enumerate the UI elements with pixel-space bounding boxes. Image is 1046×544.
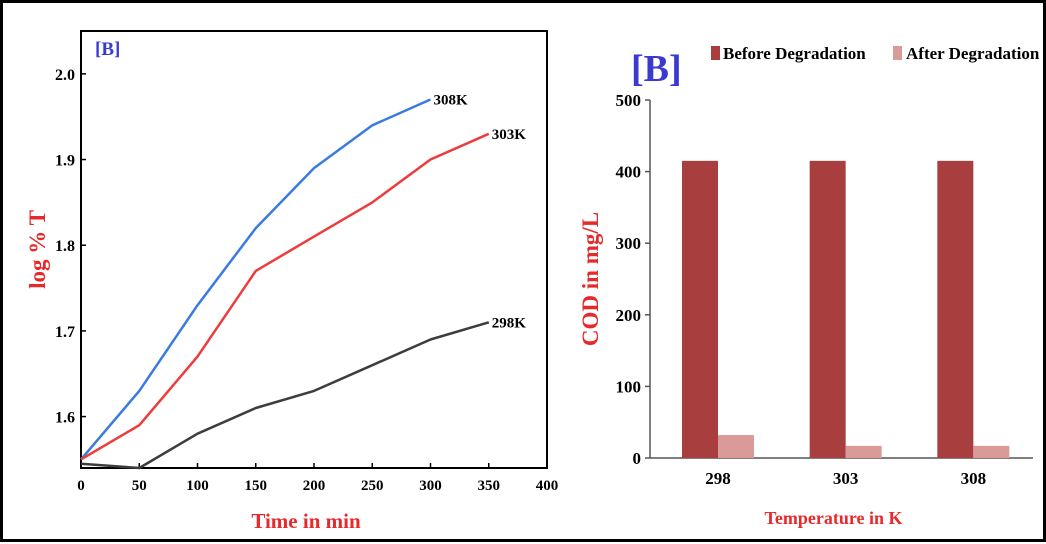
line-series-308K (80, 98, 432, 461)
bar-x-tick-label: 308 (961, 469, 987, 488)
line-x-tick-label: 50 (132, 478, 147, 494)
bar-group (682, 160, 1010, 459)
line-y-tick-label: 1.8 (55, 238, 75, 255)
line-y-tick-label: 2.0 (55, 67, 75, 84)
bar-x-axis-label: Temperature in K (765, 508, 903, 528)
bar-298-after (718, 435, 754, 458)
line-y-axis-label: log % T (25, 210, 50, 289)
line-x-tick-label: 100 (186, 478, 209, 494)
line-series-303K (80, 132, 490, 461)
bar-chart: [B] Before Degradation After Degradation… (578, 44, 1040, 528)
line-series-label: 303K (492, 127, 527, 143)
line-series-group: 308K 303K 298K (80, 93, 527, 470)
bar-298-before (682, 160, 718, 459)
line-x-tick-label: 200 (303, 478, 326, 494)
line-x-axis-label: Time in min (251, 509, 361, 533)
bar-y-ticks: 0 100 200 300 400 500 (616, 91, 650, 468)
legend-swatch-after (893, 46, 902, 60)
bar-legend: Before Degradation After Degradation (711, 44, 1040, 63)
line-panel-label: [B] (95, 39, 120, 60)
bar-y-tick-label: 400 (616, 163, 642, 182)
bar-308-after (973, 445, 1010, 458)
bar-y-tick-label: 100 (616, 377, 642, 396)
bar-y-tick-label: 500 (616, 91, 642, 110)
legend-label-before: Before Degradation (723, 44, 866, 63)
line-x-ticks: 0 50 100 150 200 250 300 350 400 (77, 463, 558, 494)
line-series-label: 308K (434, 93, 469, 109)
line-y-ticks: 1.6 1.7 1.8 1.9 2.0 (55, 67, 86, 427)
bar-303-after (845, 445, 882, 458)
line-x-tick-label: 350 (478, 478, 501, 494)
line-chart: [B] 0 50 100 150 200 250 300 350 400 1.61.71.81.… (25, 30, 558, 533)
line-y-tick-label: 1.6 (55, 410, 75, 427)
bar-y-tick-label: 200 (616, 306, 642, 325)
line-x-tick-label: 150 (245, 478, 268, 494)
legend-swatch-before (711, 46, 720, 60)
bar-y-axis-label: COD in mg/L (578, 212, 603, 346)
bar-panel-label: [B] (631, 48, 682, 90)
line-series-298K (80, 321, 490, 470)
figure-canvas: [B] 0 50 100 150 200 250 300 350 400 1.61.71.81.… (25, 30, 1040, 533)
line-x-tick-label: 300 (419, 478, 442, 494)
bar-x-tick-label: 303 (833, 469, 859, 488)
line-x-tick-label: 250 (361, 478, 384, 494)
line-series-label: 298K (492, 315, 527, 331)
line-x-tick-label: 0 (77, 478, 85, 494)
line-x-tick-label: 400 (536, 478, 559, 494)
bar-x-tick-label: 298 (705, 469, 731, 488)
line-plot-area (80, 30, 548, 469)
legend-label-after: After Degradation (906, 44, 1040, 63)
bar-x-ticks: 298 303 308 (705, 469, 986, 488)
line-y-tick-label: 1.9 (55, 153, 75, 170)
bar-308-before (937, 160, 974, 459)
bar-y-tick-label: 0 (633, 449, 642, 468)
bar-303-before (809, 160, 846, 459)
bar-y-tick-label: 300 (616, 234, 642, 253)
line-y-tick-label: 1.7 (55, 324, 75, 341)
